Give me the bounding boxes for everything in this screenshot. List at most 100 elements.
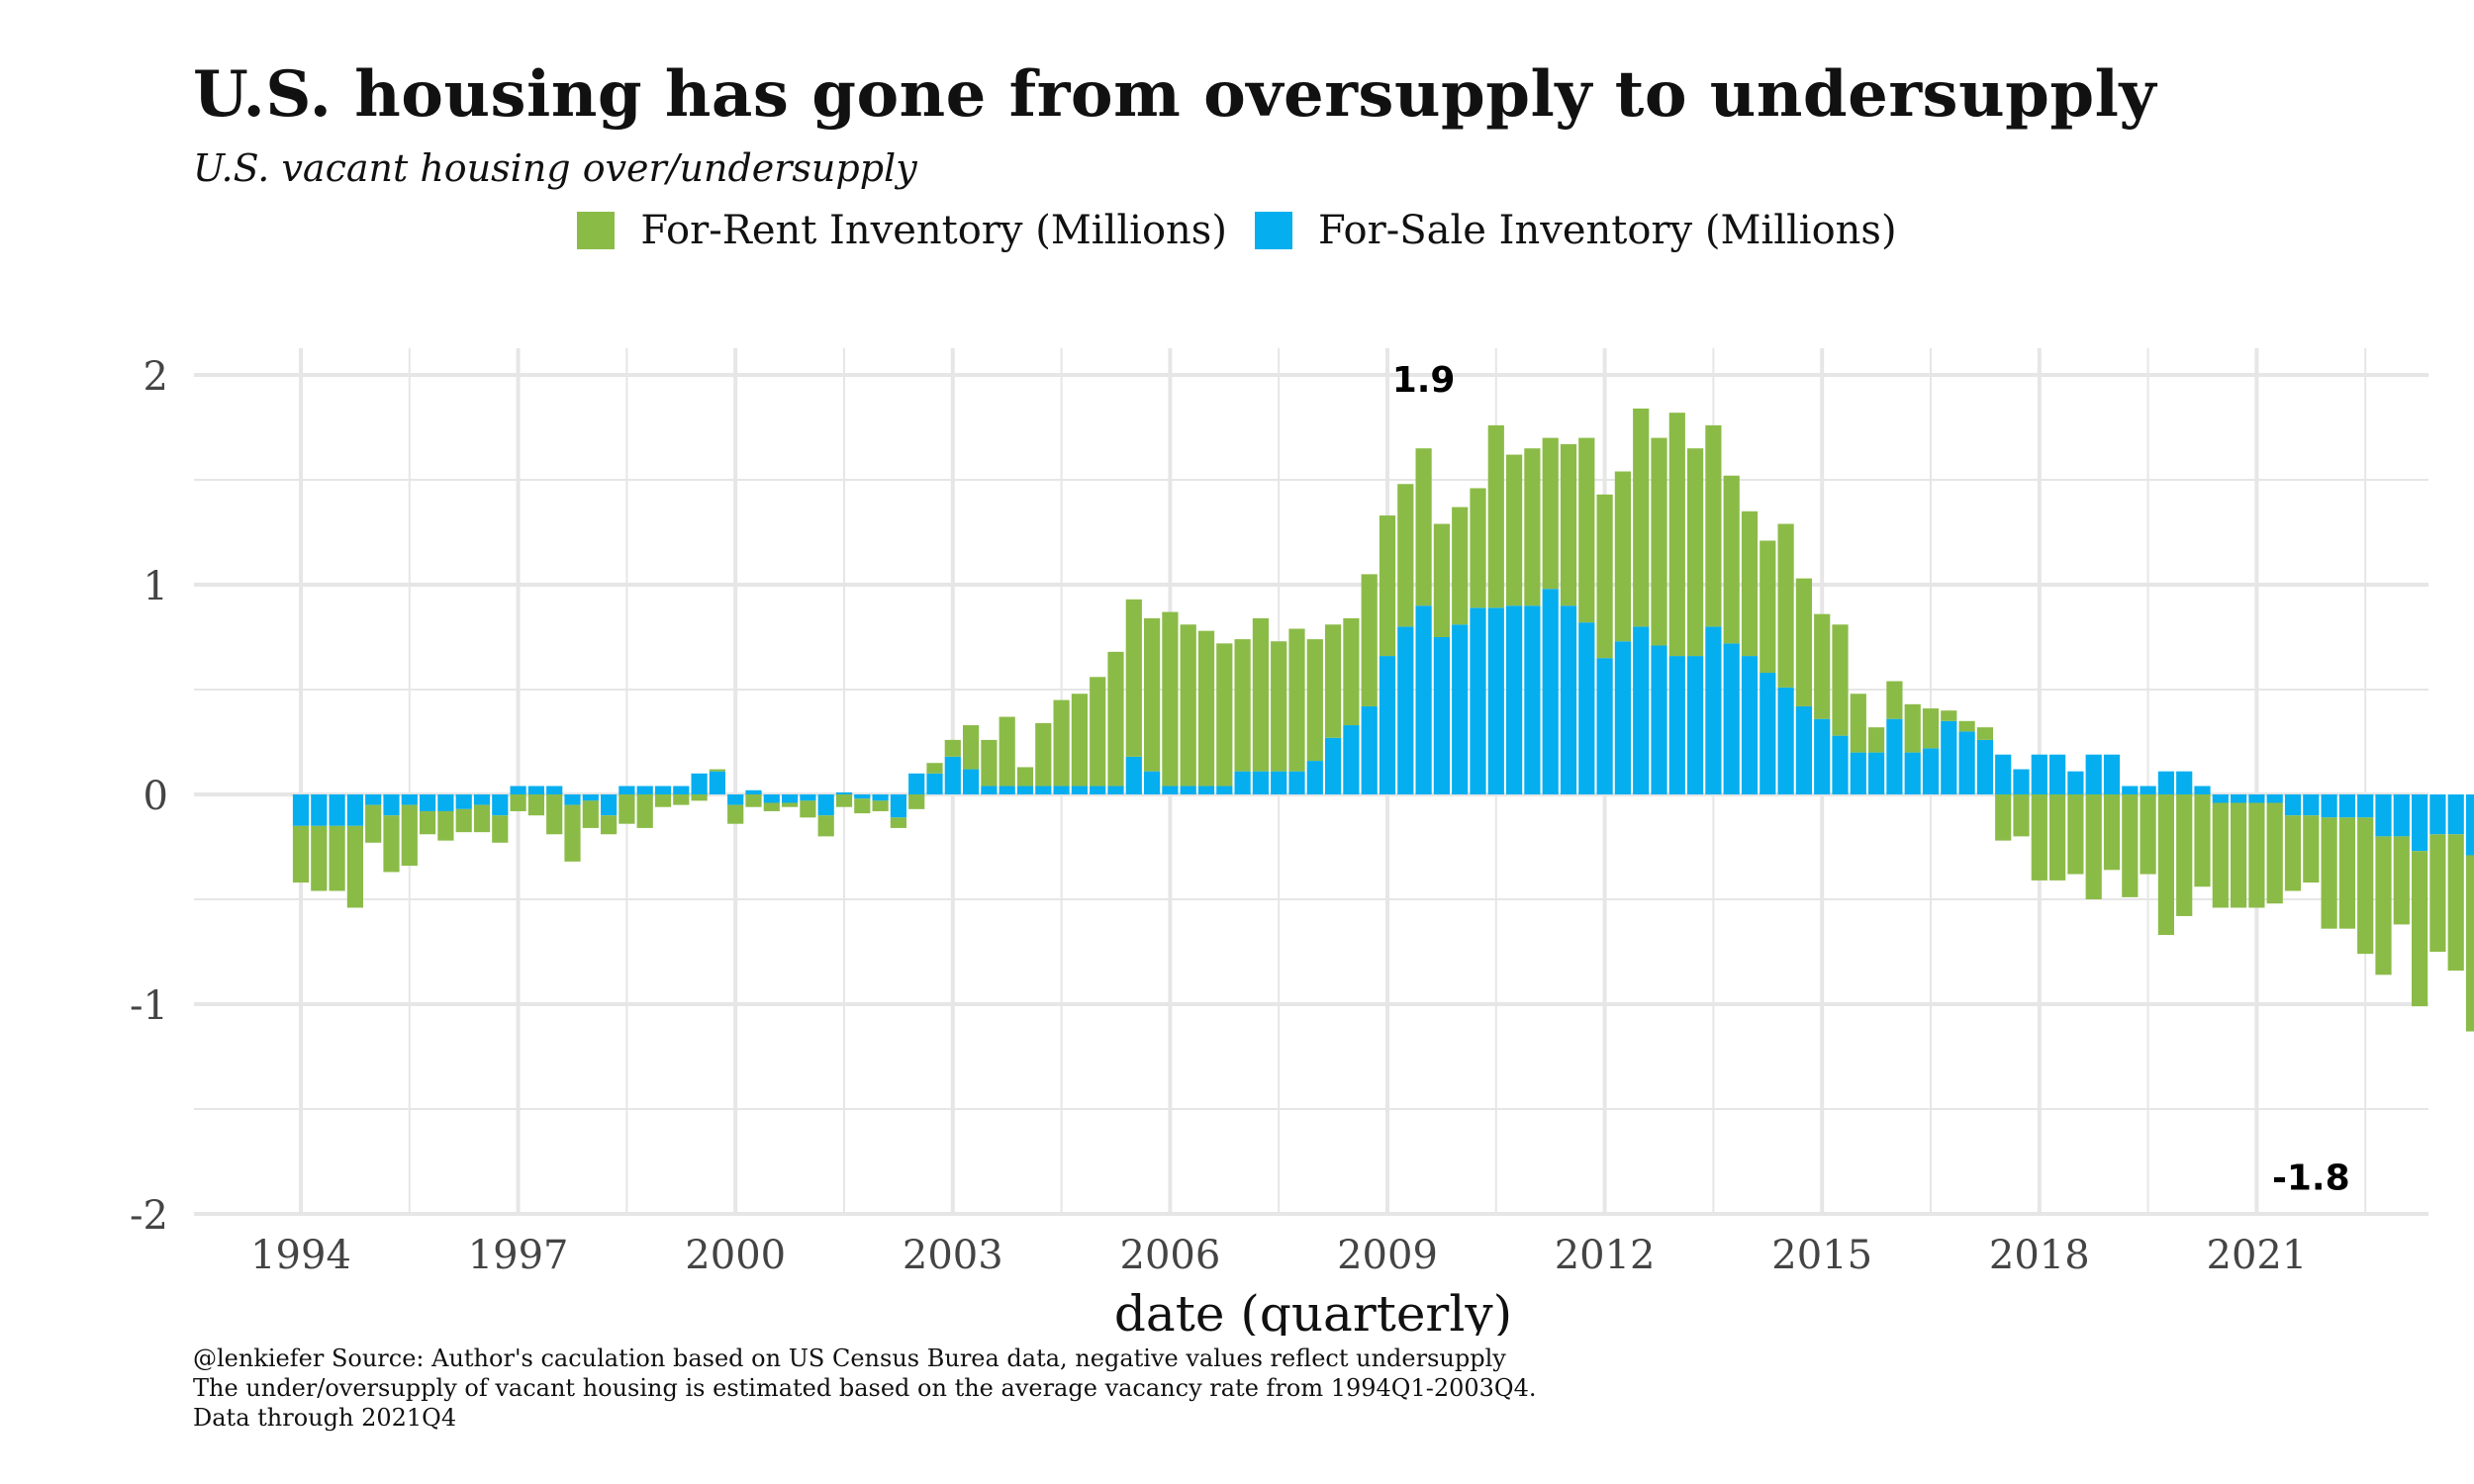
- bar-for-rent: [2085, 794, 2102, 899]
- bar-for-sale: [329, 794, 345, 826]
- bar-for-sale: [455, 794, 472, 809]
- bar-for-rent: [1614, 471, 1631, 642]
- bar-for-rent: [1071, 694, 1088, 787]
- bar-for-rent: [981, 739, 998, 787]
- bar-for-sale: [2248, 794, 2265, 803]
- x-tick-label: 1994: [250, 1233, 351, 1278]
- bar-for-sale: [2412, 794, 2428, 852]
- bar-for-rent: [1452, 507, 1469, 625]
- bar-for-sale: [963, 769, 980, 794]
- bar-for-sale: [2321, 794, 2337, 818]
- bar-for-sale: [745, 789, 762, 794]
- bar-for-rent: [492, 815, 509, 843]
- bar-for-sale: [1361, 705, 1378, 794]
- bar-for-rent: [1379, 515, 1396, 657]
- bar-for-rent: [2212, 802, 2229, 908]
- x-tick-label: 2021: [2207, 1233, 2308, 1278]
- x-tick-label: 2000: [685, 1233, 786, 1278]
- bar-for-rent: [1741, 510, 1759, 657]
- bar-for-sale: [2266, 794, 2283, 803]
- bar-for-rent: [1814, 613, 1831, 719]
- x-tick-label: 2018: [1989, 1233, 2090, 1278]
- bar-for-rent: [890, 817, 906, 828]
- bar-for-rent: [2338, 817, 2355, 929]
- bar-for-rent: [311, 825, 328, 891]
- bar-for-sale: [2303, 794, 2320, 816]
- caption-line-2: The under/oversupply of vacant housing i…: [193, 1374, 1537, 1402]
- bar-for-rent: [2393, 836, 2410, 925]
- bar-for-rent: [510, 794, 526, 811]
- bar-for-sale: [401, 794, 418, 805]
- bar-for-sale: [1071, 786, 1088, 794]
- y-tick-label: 2: [143, 354, 168, 400]
- page-title: U.S. housing has gone from oversupply to…: [193, 57, 2157, 132]
- bar-for-rent: [1596, 494, 1613, 659]
- bar-for-rent: [1197, 630, 1215, 787]
- bar-for-rent: [1633, 408, 1650, 627]
- bar-for-sale: [1578, 622, 1595, 794]
- bar-for-sale: [1325, 737, 1342, 794]
- bar-for-rent: [2412, 851, 2428, 1007]
- chart-legend: For-Rent Inventory (Millions) For-Sale I…: [0, 208, 2474, 253]
- bar-for-sale: [2393, 794, 2410, 837]
- bar-for-sale: [420, 794, 436, 811]
- bar-for-rent: [1144, 617, 1161, 772]
- bar-for-rent: [636, 794, 653, 828]
- bar-for-sale: [2140, 786, 2156, 794]
- bar-for-sale: [817, 794, 834, 816]
- bar-for-rent: [2375, 836, 2392, 975]
- bar-for-rent: [1958, 720, 1975, 732]
- x-tick-label: 2015: [1771, 1233, 1872, 1278]
- bar-for-rent: [2321, 817, 2337, 929]
- legend-item-rent: For-Rent Inventory (Millions): [577, 208, 1227, 253]
- chart-axes: 2 1 0 -1 -2 1994 1997 2000 2003 2006 2009 2012 2015 2…: [130, 354, 2307, 1278]
- bar-for-rent: [835, 794, 853, 807]
- y-tick-label: 1: [143, 564, 168, 609]
- bar-for-sale: [1162, 786, 1179, 794]
- bar-for-sale: [1197, 786, 1215, 794]
- bar-for-rent: [1868, 727, 1885, 753]
- bar-for-rent: [709, 769, 725, 772]
- legend-label-sale: For-Sale Inventory (Millions): [1317, 208, 1897, 253]
- bar-for-sale: [1343, 725, 1360, 794]
- bar-for-rent: [618, 794, 635, 824]
- chart-annotations: 1.9 -1.8: [1392, 360, 2350, 1198]
- bar-for-rent: [2194, 794, 2211, 887]
- bar-for-rent: [673, 794, 690, 805]
- x-tick-label: 2009: [1337, 1233, 1438, 1278]
- bar-for-sale: [944, 756, 961, 794]
- bar-for-sale: [1216, 786, 1233, 794]
- bar-for-sale: [2013, 769, 2030, 794]
- bar-for-sale: [908, 773, 925, 794]
- bar-for-sale: [2176, 771, 2193, 794]
- bar-for-rent: [1252, 617, 1269, 772]
- bar-for-rent: [1922, 708, 1940, 749]
- bar-for-sale: [582, 794, 599, 801]
- bar-for-sale: [2429, 794, 2446, 835]
- bar-for-sale: [1397, 626, 1414, 794]
- bar-for-sale: [1868, 752, 1885, 794]
- bar-for-sale: [2031, 754, 2047, 794]
- bar-for-rent: [1542, 437, 1559, 590]
- bar-for-rent: [2303, 815, 2320, 883]
- bar-for-sale: [1995, 754, 2012, 794]
- legend-swatch-rent: [577, 212, 616, 249]
- bar-for-sale: [636, 786, 653, 794]
- bar-for-sale: [2231, 794, 2247, 803]
- bar-for-sale: [872, 794, 889, 801]
- bar-for-sale: [1687, 656, 1704, 794]
- legend-label-rent: For-Rent Inventory (Millions): [640, 208, 1227, 253]
- bar-for-rent: [582, 800, 599, 828]
- bar-for-sale: [2465, 794, 2474, 856]
- bar-for-rent: [2013, 794, 2030, 837]
- y-tick-label: -1: [130, 983, 168, 1029]
- bar-for-sale: [346, 794, 363, 826]
- bar-for-rent: [1470, 488, 1486, 608]
- bar-for-sale: [1252, 771, 1269, 794]
- bar-for-rent: [329, 825, 345, 891]
- bar-for-rent: [1433, 523, 1450, 637]
- bar-for-sale: [1922, 748, 1940, 794]
- bar-for-rent: [1795, 578, 1812, 706]
- x-axis-title: date (quarterly): [1114, 1285, 1512, 1336]
- data-label: 1.9: [1392, 360, 1456, 401]
